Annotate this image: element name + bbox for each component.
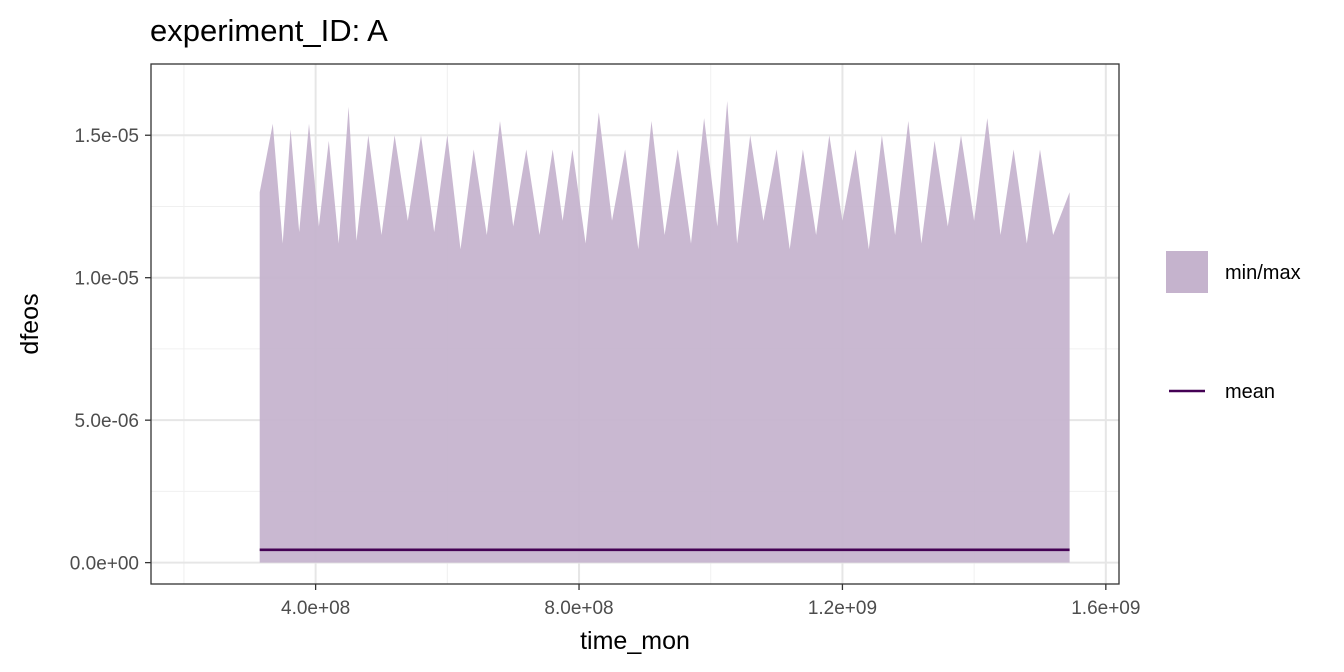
x-tick-label: 1.2e+09 bbox=[808, 598, 877, 619]
chart-title: experiment_ID: A bbox=[150, 13, 388, 48]
x-tick-label: 8.0e+08 bbox=[544, 598, 613, 619]
x-axis-ticks: 4.0e+08 8.0e+08 1.2e+09 1.6e+09 bbox=[281, 584, 1140, 619]
x-tick-label: 4.0e+08 bbox=[281, 598, 350, 619]
x-axis-title: time_mon bbox=[580, 627, 690, 655]
legend-label-min-max: min/max bbox=[1225, 262, 1301, 284]
x-tick-label: 1.6e+09 bbox=[1071, 598, 1140, 619]
y-tick-label: 5.0e-06 bbox=[75, 411, 139, 432]
plot-border bbox=[150, 63, 1120, 585]
min-max-ribbon bbox=[259, 101, 1070, 563]
y-axis-ticks: 0.0e+00 5.0e-06 1.0e-05 1.5e-05 bbox=[70, 126, 151, 575]
y-tick-label: 1.0e-05 bbox=[75, 269, 139, 290]
legend-key-min-max bbox=[1166, 251, 1208, 293]
legend: min/max mean bbox=[1166, 251, 1301, 403]
legend-label-mean: mean bbox=[1225, 381, 1275, 403]
y-axis-title: dfeos bbox=[16, 293, 44, 354]
y-tick-label: 1.5e-05 bbox=[75, 126, 139, 147]
y-tick-label: 0.0e+00 bbox=[70, 554, 139, 575]
